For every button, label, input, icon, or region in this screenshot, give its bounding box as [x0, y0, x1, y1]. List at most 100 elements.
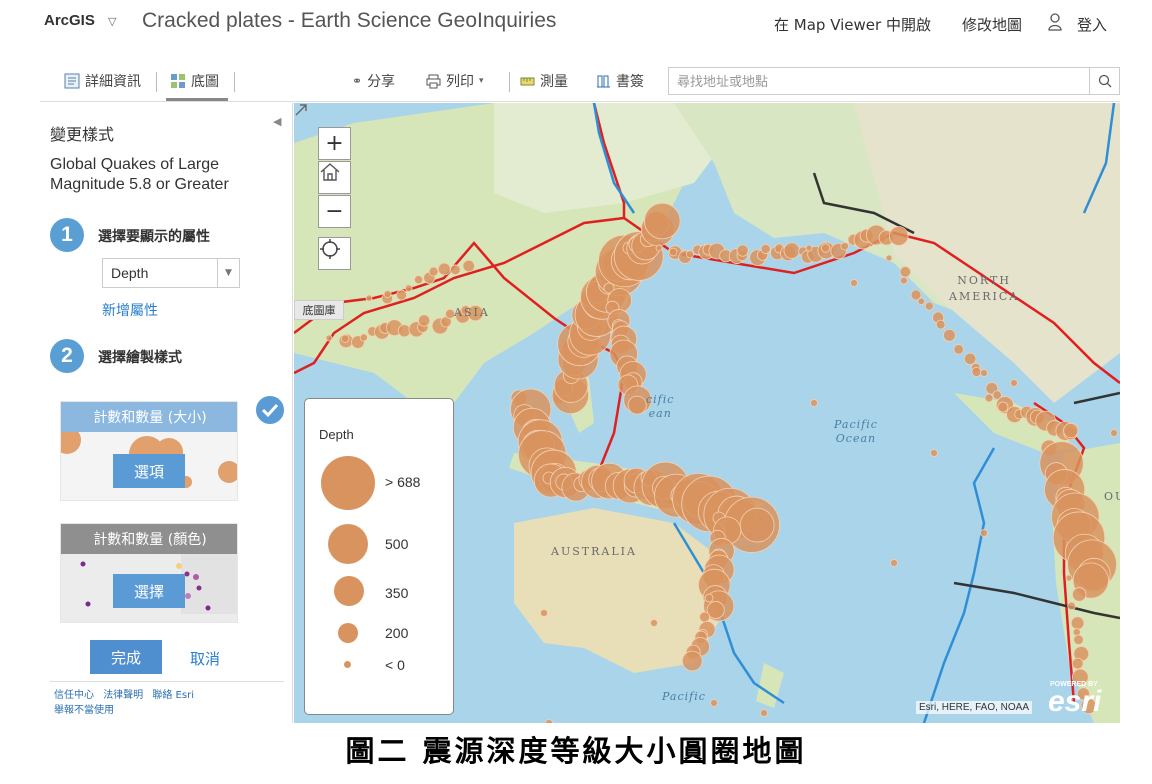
earthquake-marker[interactable]	[396, 289, 408, 301]
earthquake-marker[interactable]	[1080, 698, 1097, 714]
done-button[interactable]: 完成	[90, 640, 162, 674]
earthquake-marker[interactable]	[943, 328, 956, 342]
earthquake-marker[interactable]	[462, 259, 475, 273]
attribute-select[interactable]: Depth ▼	[102, 258, 240, 288]
style-card-counts-color[interactable]: 計數和數量 (顏色) 選擇	[60, 523, 238, 623]
user-icon[interactable]	[1047, 12, 1063, 32]
earthquake-marker[interactable]	[1110, 429, 1118, 437]
earthquake-marker[interactable]	[997, 401, 1009, 413]
earthquake-marker[interactable]	[655, 244, 663, 252]
earthquake-marker[interactable]	[783, 242, 801, 259]
earthquake-marker[interactable]	[540, 609, 548, 617]
earthquake-marker[interactable]	[899, 266, 912, 278]
earthquake-marker[interactable]	[650, 619, 658, 627]
zoom-out-button[interactable]: −	[318, 195, 351, 228]
zoom-in-button[interactable]: +	[318, 127, 351, 160]
contact-esri-link[interactable]: 聯絡 Esri	[152, 690, 194, 701]
earthquake-marker[interactable]	[325, 334, 333, 342]
earthquake-marker[interactable]	[704, 593, 714, 603]
earthquake-marker[interactable]	[1010, 379, 1018, 387]
details-button[interactable]: 詳細資訊	[64, 71, 141, 91]
earthquake-marker[interactable]	[736, 244, 749, 257]
earthquake-marker[interactable]	[899, 276, 908, 285]
earthquake-marker[interactable]	[888, 226, 909, 246]
earthquake-marker[interactable]	[418, 314, 431, 327]
earthquake-marker[interactable]	[706, 601, 725, 620]
measure-button[interactable]: 測量	[520, 71, 568, 91]
earthquake-marker[interactable]	[340, 334, 350, 343]
earthquake-marker[interactable]	[450, 264, 461, 276]
earthquake-marker[interactable]	[980, 529, 988, 537]
home-button[interactable]	[318, 161, 351, 194]
earthquake-marker[interactable]	[964, 352, 977, 366]
arcgis-brand[interactable]: ArcGIS	[44, 12, 95, 29]
select-button[interactable]: 選擇	[113, 574, 185, 608]
earthquake-marker[interactable]	[627, 395, 647, 415]
earthquake-marker[interactable]	[910, 289, 922, 301]
earthquake-marker[interactable]	[1071, 657, 1084, 670]
earthquake-marker[interactable]	[984, 393, 994, 403]
search-button[interactable]	[1089, 68, 1119, 94]
earthquake-marker[interactable]	[1073, 634, 1084, 645]
brand-menu-caret-icon[interactable]: ▽	[108, 15, 117, 28]
earthquake-marker[interactable]	[1067, 601, 1076, 611]
earthquake-marker[interactable]	[992, 390, 1002, 400]
earthquake-marker[interactable]	[710, 699, 718, 707]
earthquake-marker[interactable]	[383, 290, 392, 298]
earthquake-marker[interactable]	[805, 244, 813, 252]
earthquake-marker[interactable]	[1063, 422, 1079, 439]
earthquake-marker[interactable]	[445, 308, 456, 319]
bookmarks-button[interactable]: 書簽	[596, 71, 644, 91]
add-attribute-link[interactable]: 新增屬性	[102, 303, 158, 319]
earthquake-marker[interactable]	[760, 709, 768, 717]
earthquake-marker[interactable]	[850, 279, 858, 287]
earthquake-marker[interactable]	[917, 297, 926, 306]
earthquake-marker[interactable]	[437, 262, 451, 276]
sign-in-link[interactable]: 登入	[1077, 16, 1108, 34]
earthquake-marker[interactable]	[935, 319, 946, 330]
earthquake-marker[interactable]	[359, 333, 368, 342]
share-button[interactable]: ⚭ 分享	[352, 71, 395, 91]
style-card-counts-size[interactable]: 計數和數量 (大小) 選項	[60, 401, 238, 501]
earthquake-marker[interactable]	[414, 275, 424, 285]
earthquake-marker[interactable]	[467, 305, 484, 322]
earthquake-marker[interactable]	[739, 507, 775, 543]
earthquake-marker[interactable]	[686, 250, 695, 259]
earthquake-marker[interactable]	[681, 650, 703, 672]
collapse-panel-icon[interactable]: ◀	[273, 115, 282, 128]
earthquake-marker[interactable]	[1076, 687, 1090, 701]
report-abuse-link[interactable]: 舉報不當使用	[54, 705, 114, 716]
trust-center-link[interactable]: 信任中心	[54, 690, 94, 701]
print-button[interactable]: 列印 ▾	[426, 71, 484, 91]
earthquake-marker[interactable]	[890, 559, 898, 567]
cancel-button[interactable]: 取消	[190, 650, 221, 668]
options-button[interactable]: 選項	[113, 454, 185, 488]
earthquake-marker[interactable]	[545, 719, 553, 724]
open-in-map-viewer-link[interactable]: 在 Map Viewer 中開啟	[774, 16, 931, 34]
esri-logo[interactable]: POWERED BY esri	[1046, 679, 1116, 718]
earthquake-marker[interactable]	[1065, 574, 1073, 582]
earthquake-marker[interactable]	[980, 369, 988, 377]
expand-icon[interactable]	[294, 103, 308, 117]
legal-link[interactable]: 法律聲明	[103, 690, 144, 701]
basemap-button[interactable]: 底圖	[170, 71, 219, 91]
earthquake-marker[interactable]	[760, 243, 771, 254]
earthquake-marker[interactable]	[924, 301, 934, 311]
earthquake-marker[interactable]	[1071, 587, 1087, 602]
earthquake-marker[interactable]	[971, 366, 982, 377]
locate-button[interactable]	[318, 237, 351, 270]
earthquake-marker[interactable]	[1071, 668, 1089, 686]
map-view[interactable]: ASIA NORTH AMERICA AUSTRALIA Pacific Oce…	[294, 103, 1120, 723]
modify-map-link[interactable]: 修改地圖	[962, 16, 1023, 34]
earthquake-marker[interactable]	[603, 282, 615, 294]
earthquake-marker[interactable]	[644, 202, 681, 240]
earthquake-marker[interactable]	[885, 254, 893, 262]
earthquake-marker[interactable]	[668, 247, 678, 257]
earthquake-marker[interactable]	[699, 611, 711, 623]
earthquake-marker[interactable]	[1070, 616, 1085, 630]
earthquake-marker[interactable]	[930, 449, 938, 457]
earthquake-marker[interactable]	[810, 399, 818, 407]
earthquake-marker[interactable]	[365, 294, 373, 302]
earthquake-marker[interactable]	[404, 284, 413, 292]
earthquake-marker[interactable]	[953, 344, 964, 355]
